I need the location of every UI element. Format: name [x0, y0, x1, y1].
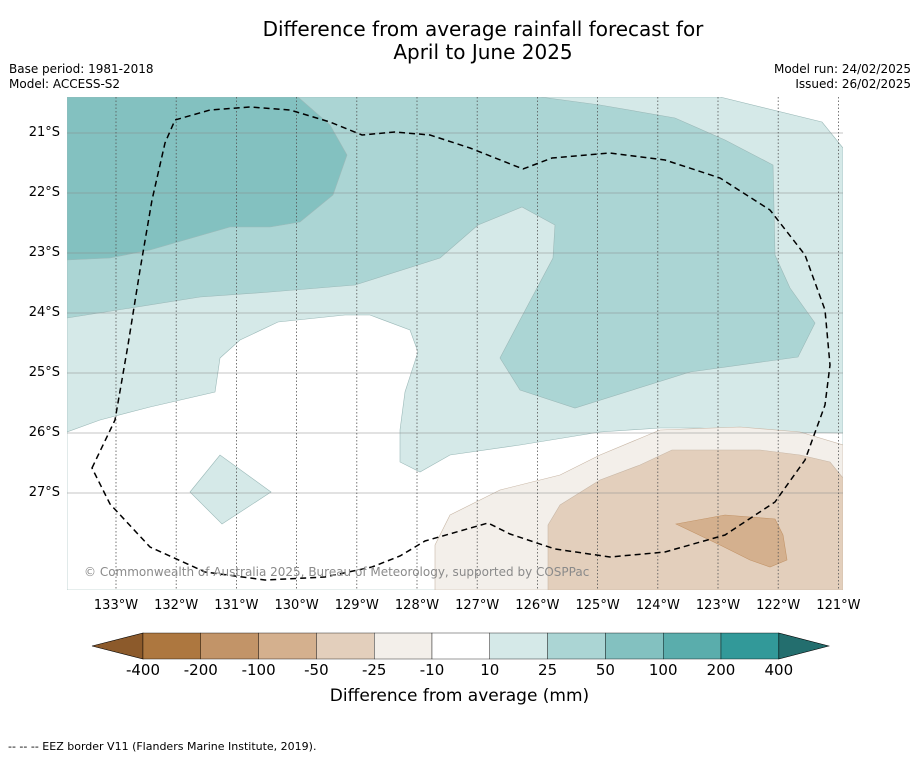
colorbar-swatch	[142, 632, 201, 660]
longitude-label: 121°W	[816, 598, 861, 613]
colorbar-arrow-low	[91, 632, 144, 660]
longitude-label: 133°W	[93, 598, 139, 613]
colorbar-swatch	[258, 632, 317, 660]
colorbar-tick-label: 50	[595, 661, 615, 679]
colorbar-title: Difference from average (mm)	[329, 686, 590, 706]
latitude-label: 22°S	[28, 185, 60, 200]
longitude-label: 127°W	[455, 598, 500, 613]
meta-right: Model run: 24/02/2025 Issued: 26/02/2025	[774, 62, 911, 92]
colorbar-tick-label: 200	[706, 661, 736, 679]
latitude-label: 23°S	[28, 245, 60, 260]
model-run: Model run: 24/02/2025	[773, 62, 911, 76]
longitude-label: 131°W	[214, 598, 259, 613]
colorbar-tick-label: -50	[304, 661, 329, 679]
copyright-notice: © Commonwealth of Australia 2025, Bureau…	[84, 565, 590, 579]
map-title: Difference from average rainfall forecas…	[0, 18, 919, 64]
latitude-label: 25°S	[28, 365, 60, 380]
longitude-label: 123°W	[695, 598, 741, 613]
base-period: Base period: 1981-2018	[9, 62, 154, 76]
colorbar-swatch	[605, 632, 664, 660]
latitude-label: 24°S	[28, 305, 60, 320]
issued-date: Issued: 26/02/2025	[795, 77, 911, 91]
latitude-label: 21°S	[28, 125, 60, 140]
colorbar-swatch	[316, 632, 375, 660]
title-line-2: April to June 2025	[393, 40, 573, 64]
colorbar-tick-label: 400	[764, 661, 794, 679]
colorbar-arrow-high	[778, 632, 830, 660]
colorbar-tick-label: -200	[183, 661, 218, 679]
colorbar-tick-label: 100	[648, 661, 678, 679]
title-line-1: Difference from average rainfall forecas…	[262, 17, 704, 41]
longitude-label: 129°W	[334, 598, 379, 613]
longitude-label: 122°W	[756, 598, 801, 613]
eez-legend-footer: -- -- -- EEZ border V11 (Flanders Marine…	[8, 740, 317, 753]
colorbar-tick-label: -25	[361, 661, 387, 679]
longitude-label: 125°W	[575, 598, 620, 613]
colorbar-tick-label: 25	[538, 661, 558, 679]
colorbar-tick-label: -10	[419, 661, 445, 679]
longitude-label: 132°W	[154, 598, 199, 613]
longitude-label: 130°W	[274, 598, 319, 613]
longitude-label: 124°W	[635, 598, 680, 613]
colorbar-swatch	[374, 632, 433, 660]
latitude-label: 26°S	[28, 425, 60, 440]
colorbar-swatch	[489, 632, 548, 660]
colorbar-swatch	[431, 632, 490, 660]
latitude-label: 27°S	[28, 485, 60, 500]
region-diamond	[189, 454, 272, 525]
gridlines	[67, 97, 843, 590]
colorbar-swatch	[200, 632, 259, 660]
colorbar-swatch	[663, 632, 722, 660]
colorbar-swatch	[720, 632, 779, 660]
eez-border	[91, 106, 831, 581]
colorbar-tick-label: -100	[241, 661, 276, 679]
model-name: Model: ACCESS-S2	[9, 77, 121, 91]
meta-left: Base period: 1981-2018 Model: ACCESS-S2	[9, 62, 154, 92]
region-minus-50-100	[675, 514, 788, 568]
longitude-label: 126°W	[515, 598, 560, 613]
colorbar-tick-label: 10	[480, 661, 500, 679]
longitude-label: 128°W	[394, 598, 440, 613]
colorbar	[91, 632, 830, 660]
colorbar-tick-label: -400	[125, 661, 161, 679]
colorbar-swatch	[547, 632, 606, 660]
